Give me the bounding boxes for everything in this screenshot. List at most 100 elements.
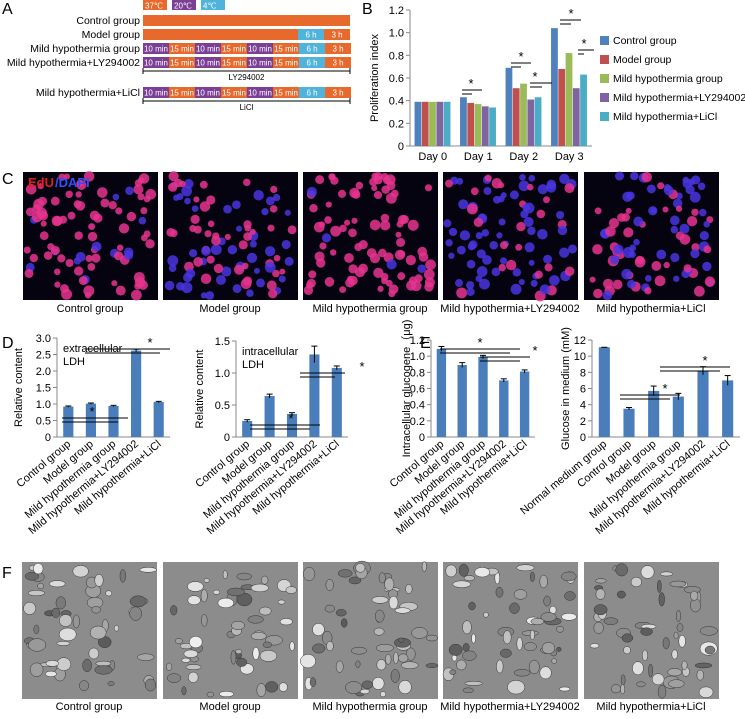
bar bbox=[131, 350, 142, 437]
nucleus bbox=[232, 284, 242, 294]
nucleus bbox=[330, 176, 339, 185]
nucleus bbox=[519, 173, 526, 181]
nucleus bbox=[53, 268, 61, 276]
organelle bbox=[659, 571, 673, 577]
nucleus bbox=[249, 240, 257, 248]
nucleus bbox=[499, 257, 508, 265]
nucleus bbox=[200, 292, 207, 299]
nucleus bbox=[400, 214, 409, 224]
nucleus bbox=[407, 219, 419, 231]
nucleus bbox=[227, 244, 238, 255]
nucleus bbox=[238, 240, 248, 250]
organelle bbox=[139, 567, 157, 573]
organelle bbox=[561, 612, 577, 621]
y-tick-label: 0 bbox=[224, 432, 230, 444]
organelle bbox=[285, 586, 297, 594]
organelle bbox=[250, 583, 269, 593]
nucleus bbox=[559, 247, 570, 258]
nucleus bbox=[458, 199, 469, 210]
organelle bbox=[185, 664, 202, 671]
nucleus bbox=[190, 214, 200, 224]
nucleus bbox=[287, 225, 297, 235]
nucleus bbox=[703, 220, 710, 228]
nucleus bbox=[183, 179, 194, 189]
organelle bbox=[200, 589, 208, 603]
nucleus bbox=[382, 176, 392, 185]
nucleus bbox=[373, 267, 384, 279]
organelle bbox=[137, 653, 155, 661]
bar bbox=[331, 367, 342, 437]
organelle bbox=[326, 640, 334, 652]
organelle bbox=[657, 579, 662, 593]
nucleus bbox=[253, 190, 264, 201]
nucleus bbox=[348, 264, 358, 274]
nucleus bbox=[445, 179, 453, 188]
nucleus bbox=[654, 275, 666, 287]
significance-star: * bbox=[662, 381, 667, 396]
nucleus bbox=[615, 171, 625, 181]
nucleus bbox=[223, 204, 232, 214]
nucleus bbox=[605, 226, 616, 237]
organelle bbox=[91, 606, 101, 614]
organelle bbox=[337, 569, 353, 578]
organelle bbox=[265, 681, 279, 693]
nucleus bbox=[58, 173, 66, 181]
nucleus bbox=[378, 248, 387, 258]
nucleus bbox=[123, 247, 134, 258]
bar bbox=[264, 396, 275, 437]
nucleus bbox=[543, 254, 553, 264]
nucleus bbox=[691, 208, 699, 216]
organelle bbox=[262, 641, 273, 648]
nucleus bbox=[466, 203, 478, 215]
organelle bbox=[398, 680, 412, 695]
nucleus bbox=[164, 280, 175, 291]
nucleus bbox=[351, 217, 358, 224]
organelle bbox=[405, 584, 413, 594]
nucleus bbox=[518, 180, 530, 192]
organelle bbox=[250, 632, 267, 641]
y-tick-label: 0.2 bbox=[389, 118, 404, 130]
protocol-segment bbox=[273, 43, 299, 54]
y-tick-label: 2.0 bbox=[36, 366, 51, 378]
nucleus bbox=[309, 203, 318, 213]
organelle bbox=[556, 646, 562, 652]
nucleus bbox=[112, 193, 120, 201]
organelle bbox=[397, 637, 405, 643]
organelle bbox=[539, 574, 548, 589]
bar bbox=[598, 347, 610, 437]
bar bbox=[443, 101, 451, 146]
chart-title: LDH bbox=[242, 359, 264, 371]
organelle bbox=[667, 668, 682, 677]
nucleus bbox=[634, 256, 646, 268]
nucleus bbox=[206, 255, 215, 264]
organelle bbox=[620, 674, 626, 686]
protocol-segment bbox=[247, 43, 273, 54]
bar bbox=[558, 68, 566, 146]
organelle bbox=[378, 572, 386, 584]
bar bbox=[478, 356, 488, 437]
segment-label: 3 h bbox=[332, 45, 343, 54]
protocol-segment bbox=[195, 43, 221, 54]
organelle bbox=[603, 617, 619, 625]
nucleus bbox=[325, 201, 332, 208]
nucleus bbox=[74, 231, 83, 240]
nucleus bbox=[593, 288, 603, 299]
nucleus bbox=[629, 244, 637, 252]
y-tick-label: 0.8 bbox=[389, 50, 404, 62]
nucleus bbox=[244, 224, 252, 232]
organelle bbox=[212, 589, 221, 595]
overlay-dapi: /DAPI bbox=[55, 175, 90, 190]
nucleus bbox=[339, 286, 347, 294]
nucleus bbox=[526, 183, 534, 191]
row-label: Mild hypothermia group bbox=[30, 43, 140, 55]
nucleus bbox=[424, 277, 435, 288]
nucleus bbox=[78, 276, 88, 286]
organelle bbox=[201, 614, 208, 627]
nucleus bbox=[545, 182, 557, 193]
organelle bbox=[277, 599, 286, 605]
organelle bbox=[259, 649, 278, 662]
significance-star: * bbox=[581, 36, 586, 51]
organelle bbox=[79, 680, 90, 691]
image-label: Control group bbox=[57, 303, 124, 315]
organelle bbox=[516, 564, 535, 572]
